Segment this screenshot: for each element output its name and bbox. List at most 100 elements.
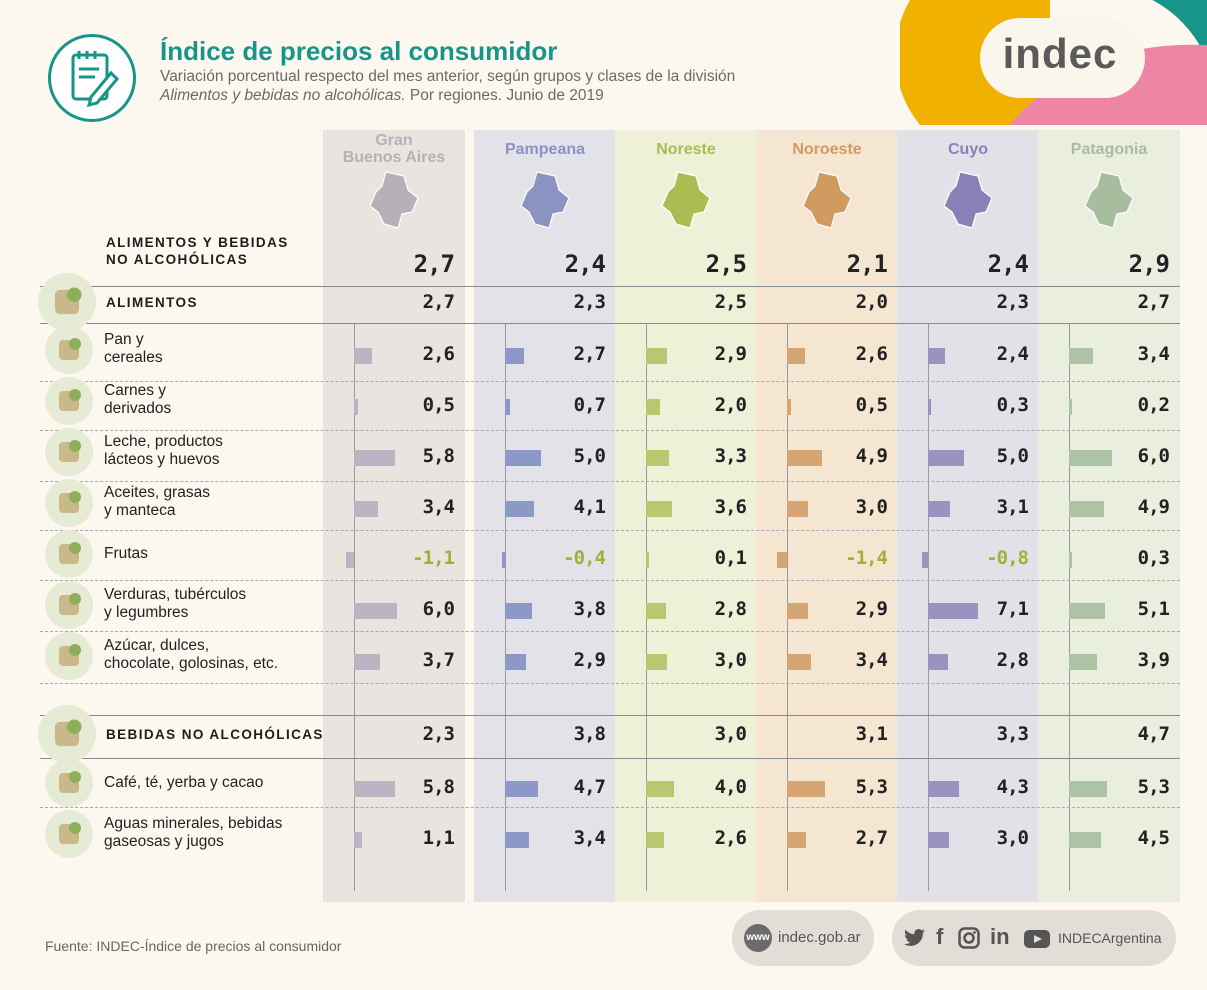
- bar: [928, 450, 964, 466]
- data-label: 3,9: [1137, 649, 1170, 671]
- row-label: Aguas minerales, bebidas: [104, 815, 283, 832]
- bar: [354, 603, 397, 619]
- data-label: 3,0: [714, 649, 747, 671]
- row-label: Café, té, yerba y cacao: [104, 774, 264, 791]
- data-label: 2,7: [1137, 291, 1170, 313]
- row-label-line2: y legumbres: [104, 604, 189, 621]
- region-header: Patagonia: [1038, 141, 1180, 158]
- bar: [928, 781, 959, 797]
- banana-icon: [45, 530, 93, 578]
- bar: [505, 348, 525, 364]
- bar: [787, 399, 791, 415]
- social-pill: f in INDECArgentina: [892, 910, 1176, 966]
- data-label: 6,0: [1137, 445, 1170, 467]
- data-label: 3,8: [573, 598, 606, 620]
- data-label: 2,8: [996, 649, 1029, 671]
- data-label: 4,7: [573, 776, 606, 798]
- data-label: 5,8: [422, 776, 455, 798]
- bar: [787, 450, 822, 466]
- data-label: 2,6: [714, 827, 747, 849]
- data-label: 3,3: [714, 445, 747, 467]
- linkedin-icon[interactable]: in: [990, 924, 1010, 949]
- row-label-line2: chocolate, golosinas, etc.: [104, 655, 279, 672]
- website-link[interactable]: indec.gob.ar: [778, 929, 861, 946]
- instagram-icon[interactable]: [958, 927, 980, 949]
- row-label-line2: y manteca: [104, 502, 176, 519]
- data-label: 0,5: [422, 394, 455, 416]
- region-map-icon: [661, 171, 711, 229]
- region-map-icon: [520, 171, 570, 229]
- bar: [505, 781, 539, 797]
- data-label: 4,7: [1137, 723, 1170, 745]
- row-label-section: BEBIDAS NO ALCOHÓLICAS: [106, 727, 324, 742]
- data-label: 2,3: [996, 291, 1029, 313]
- row-separator: [40, 631, 1180, 632]
- data-label: 5,0: [573, 445, 606, 467]
- data-label: 2,1: [846, 250, 888, 278]
- data-label: 3,1: [855, 723, 888, 745]
- bar: [928, 501, 950, 517]
- bar: [646, 348, 667, 364]
- bread-icon: [45, 326, 93, 374]
- region-column: [1038, 130, 1180, 902]
- bar: [787, 832, 807, 848]
- data-label: 5,0: [996, 445, 1029, 467]
- row-label: Verduras, tubérculos: [104, 586, 247, 603]
- bar: [1069, 501, 1104, 517]
- data-label: 2,0: [714, 394, 747, 416]
- data-label: 2,7: [855, 827, 888, 849]
- bar: [928, 832, 950, 848]
- row-separator: [40, 530, 1180, 531]
- data-label: 7,1: [996, 598, 1029, 620]
- region-column: [756, 130, 898, 902]
- data-label: 4,0: [714, 776, 747, 798]
- youtube-icon[interactable]: [1024, 930, 1050, 948]
- bar: [505, 399, 510, 415]
- chicken-icon: [38, 273, 96, 331]
- bar: [646, 501, 672, 517]
- region-map-icon: [802, 171, 852, 229]
- data-label: 4,5: [1137, 827, 1170, 849]
- bar: [505, 654, 526, 670]
- data-label: 3,4: [573, 827, 606, 849]
- data-label: 4,9: [1137, 496, 1170, 518]
- row-label: Leche, productos: [104, 433, 223, 450]
- bar: [922, 552, 928, 568]
- data-label: 2,9: [714, 343, 747, 365]
- row-label-line2: cereales: [104, 349, 163, 366]
- region-header: Pampeana: [474, 141, 616, 158]
- bar: [1069, 832, 1101, 848]
- facebook-icon[interactable]: f: [936, 924, 944, 949]
- bottles-icon: [38, 705, 96, 763]
- data-label: -1,4: [845, 547, 888, 569]
- twitter-icon[interactable]: [904, 928, 926, 948]
- data-label: 5,3: [855, 776, 888, 798]
- row-separator: [40, 807, 1180, 808]
- data-label: 5,1: [1137, 598, 1170, 620]
- bar: [1069, 552, 1072, 568]
- data-label: 2,3: [573, 291, 606, 313]
- bar: [354, 832, 362, 848]
- bar: [1069, 654, 1097, 670]
- bar: [777, 552, 787, 568]
- data-label: 6,0: [422, 598, 455, 620]
- website-pill[interactable]: www indec.gob.ar: [732, 910, 874, 966]
- bar: [505, 832, 530, 848]
- bar: [1069, 348, 1094, 364]
- bar: [1069, 781, 1107, 797]
- data-label: 0,3: [996, 394, 1029, 416]
- row-separator: [40, 758, 1180, 759]
- bar: [928, 654, 948, 670]
- region-name: Cuyo: [948, 141, 988, 158]
- region-header: Noroeste: [756, 141, 898, 158]
- page-title: Índice de precios al consumidor: [160, 36, 558, 66]
- data-label: 0,2: [1137, 394, 1170, 416]
- region-header: Gran Buenos Aires: [323, 132, 465, 166]
- web-icon: www: [744, 924, 772, 952]
- bar: [346, 552, 354, 568]
- bar: [646, 654, 668, 670]
- data-label: 5,8: [422, 445, 455, 467]
- source-note: Fuente: INDEC-Índice de precios al consu…: [45, 938, 342, 954]
- data-label: 2,3: [422, 723, 455, 745]
- bar: [787, 501, 809, 517]
